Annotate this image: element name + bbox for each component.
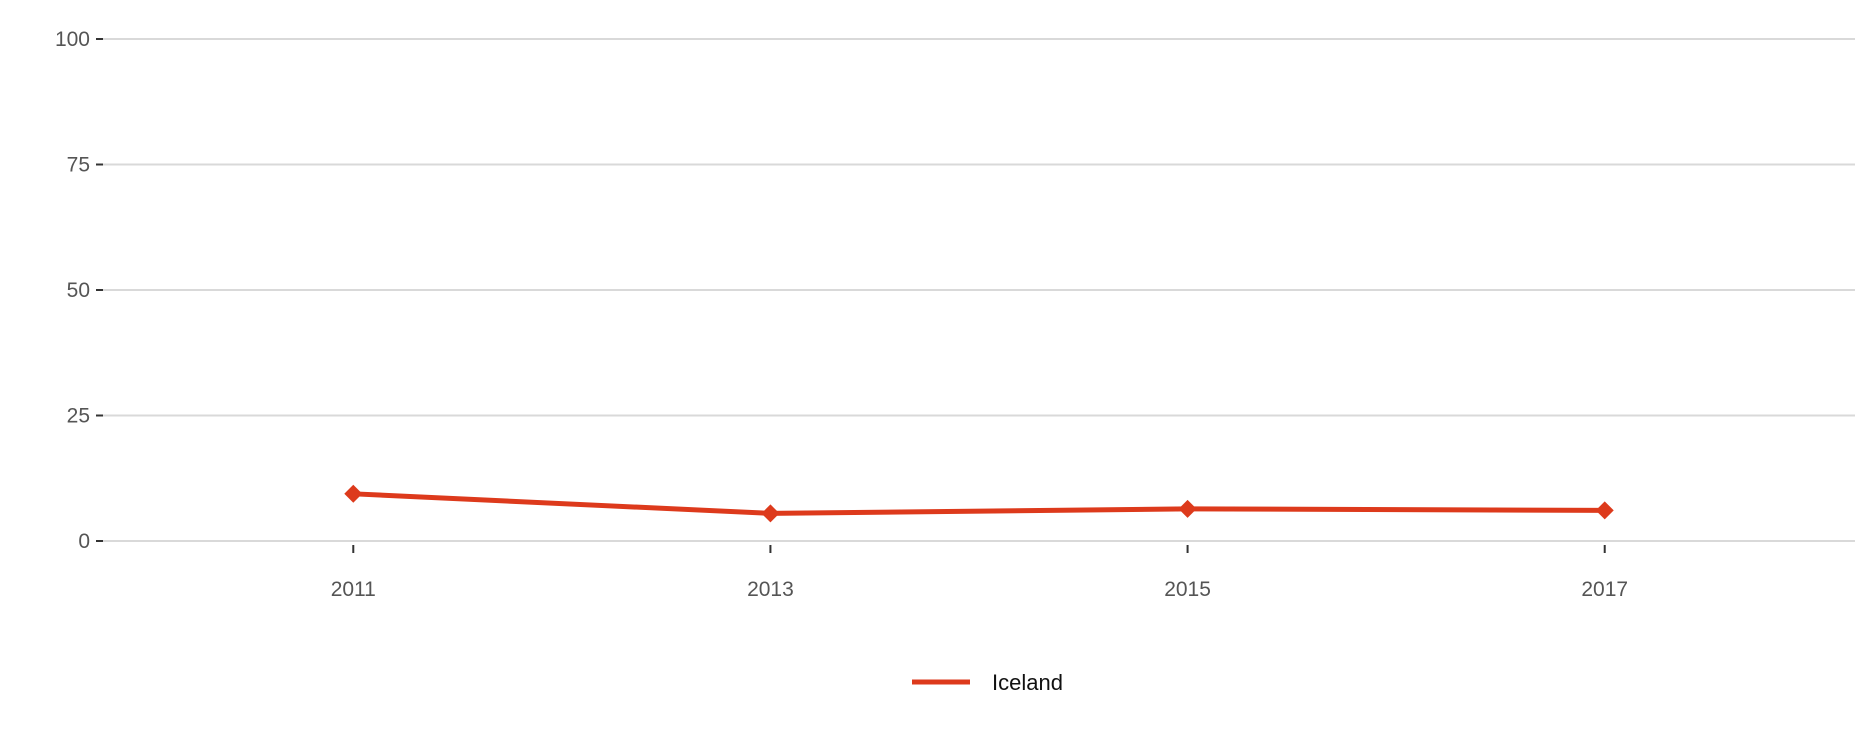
x-tick-label: 2015 xyxy=(1164,578,1211,601)
x-axis: 2011 2013 2015 2017 xyxy=(331,545,1628,601)
x-tick-label: 2017 xyxy=(1581,578,1628,601)
y-tick-label: 50 xyxy=(67,279,90,302)
data-point-marker[interactable] xyxy=(761,504,780,523)
data-point-marker[interactable] xyxy=(344,484,363,503)
series-layer xyxy=(344,484,1614,523)
y-tick-label: 0 xyxy=(78,530,90,553)
y-tick-label: 75 xyxy=(67,154,90,177)
data-point-marker[interactable] xyxy=(1178,499,1197,518)
gridlines xyxy=(103,38,1855,542)
legend: Iceland xyxy=(912,670,1063,695)
x-tick-label: 2011 xyxy=(331,578,376,601)
data-point-marker[interactable] xyxy=(1595,501,1614,520)
y-axis: 0 25 50 75 100 xyxy=(55,28,103,553)
y-tick-label: 25 xyxy=(67,405,90,428)
x-tick-label: 2013 xyxy=(747,578,794,601)
y-tick-label: 100 xyxy=(55,28,90,51)
legend-label: Iceland xyxy=(992,670,1063,695)
series-line-iceland xyxy=(350,491,1608,516)
